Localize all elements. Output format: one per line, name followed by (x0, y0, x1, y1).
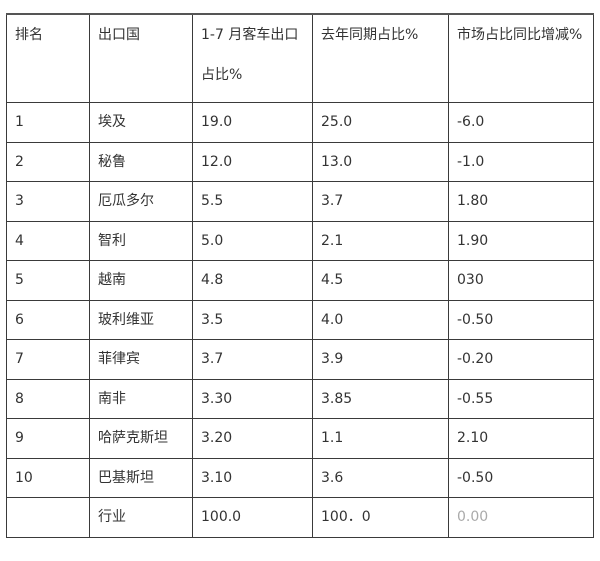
cell-share-last-year: 25.0 (312, 102, 449, 143)
cell-share-jan-jul: 5.0 (192, 220, 313, 261)
table-row: 8 南非 3.30 3.85 -0.55 (6, 378, 594, 419)
cell-country: 哈萨克斯坦 (89, 418, 193, 459)
cell-share-last-year: 3.9 (312, 339, 449, 380)
header-share-last-year: 去年同期占比% (312, 13, 449, 103)
cell-country: 玻利维亚 (89, 299, 193, 340)
cell-share-change: -1.0 (448, 141, 594, 182)
cell-country: 行业 (89, 497, 193, 538)
cell-country: 巴基斯坦 (89, 457, 193, 498)
cell-rank: 3 (6, 181, 90, 222)
cell-share-jan-jul: 3.20 (192, 418, 313, 459)
cell-share-last-year: 2.1 (312, 220, 449, 261)
cell-share-jan-jul: 19.0 (192, 102, 313, 143)
cell-rank: 8 (6, 378, 90, 419)
cell-rank: 9 (6, 418, 90, 459)
cell-rank: 7 (6, 339, 90, 380)
header-rank: 排名 (6, 13, 90, 103)
cell-share-change: -6.0 (448, 102, 594, 143)
cell-share-last-year: 3.6 (312, 457, 449, 498)
table-row: 5 越南 4.8 4.5 030 (6, 260, 594, 301)
cell-share-last-year: 4.5 (312, 260, 449, 301)
cell-share-jan-jul: 3.7 (192, 339, 313, 380)
cell-rank: 6 (6, 299, 90, 340)
cell-share-change: 2.10 (448, 418, 594, 459)
cell-country: 埃及 (89, 102, 193, 143)
cell-share-change: -0.20 (448, 339, 594, 380)
header-row: 排名 出口国 1-7 月客车出口占比% 去年同期占比% 市场占比同比增减% (6, 13, 594, 103)
cell-rank (6, 497, 90, 538)
cell-country: 智利 (89, 220, 193, 261)
table-row: 4 智利 5.0 2.1 1.90 (6, 220, 594, 261)
table-row: 9 哈萨克斯坦 3.20 1.1 2.10 (6, 418, 594, 459)
cell-share-change: 030 (448, 260, 594, 301)
cell-share-jan-jul: 4.8 (192, 260, 313, 301)
cell-share-last-year: 1.1 (312, 418, 449, 459)
cell-share-change: 1.80 (448, 181, 594, 222)
cell-country: 南非 (89, 378, 193, 419)
header-share-change: 市场占比同比增减% (448, 13, 594, 103)
cell-share-jan-jul: 3.30 (192, 378, 313, 419)
cell-share-last-year: 13.0 (312, 141, 449, 182)
cell-country: 秘鲁 (89, 141, 193, 182)
header-country: 出口国 (89, 13, 193, 103)
table-row: 3 厄瓜多尔 5.5 3.7 1.80 (6, 181, 594, 222)
cell-share-change: -0.50 (448, 457, 594, 498)
cell-share-jan-jul: 100.0 (192, 497, 313, 538)
cell-share-jan-jul: 12.0 (192, 141, 313, 182)
cell-rank: 4 (6, 220, 90, 261)
cell-country: 越南 (89, 260, 193, 301)
cell-share-change: -0.55 (448, 378, 594, 419)
table-row: 2 秘鲁 12.0 13.0 -1.0 (6, 141, 594, 182)
cell-share-change: 0.00 (448, 497, 594, 538)
cell-share-jan-jul: 3.5 (192, 299, 313, 340)
cell-rank: 2 (6, 141, 90, 182)
cell-country: 菲律宾 (89, 339, 193, 380)
cell-share-last-year: 3.85 (312, 378, 449, 419)
table-row: 7 菲律宾 3.7 3.9 -0.20 (6, 339, 594, 380)
table-row: 行业 100.0 100．0 0.00 (6, 497, 594, 538)
cell-country: 厄瓜多尔 (89, 181, 193, 222)
export-share-table: 排名 出口国 1-7 月客车出口占比% 去年同期占比% 市场占比同比增减% 1 埃及 19.0… (6, 13, 594, 538)
table-row: 1 埃及 19.0 25.0 -6.0 (6, 102, 594, 143)
cell-rank: 5 (6, 260, 90, 301)
cell-share-change: 1.90 (448, 220, 594, 261)
table-row: 6 玻利维亚 3.5 4.0 -0.50 (6, 299, 594, 340)
cell-rank: 10 (6, 457, 90, 498)
table-row: 10 巴基斯坦 3.10 3.6 -0.50 (6, 457, 594, 498)
header-share-jan-jul: 1-7 月客车出口占比% (192, 13, 313, 103)
cell-share-last-year: 100．0 (312, 497, 449, 538)
cell-share-last-year: 4.0 (312, 299, 449, 340)
cell-share-jan-jul: 3.10 (192, 457, 313, 498)
cell-share-change: -0.50 (448, 299, 594, 340)
cell-share-jan-jul: 5.5 (192, 181, 313, 222)
cell-share-last-year: 3.7 (312, 181, 449, 222)
cell-rank: 1 (6, 102, 90, 143)
